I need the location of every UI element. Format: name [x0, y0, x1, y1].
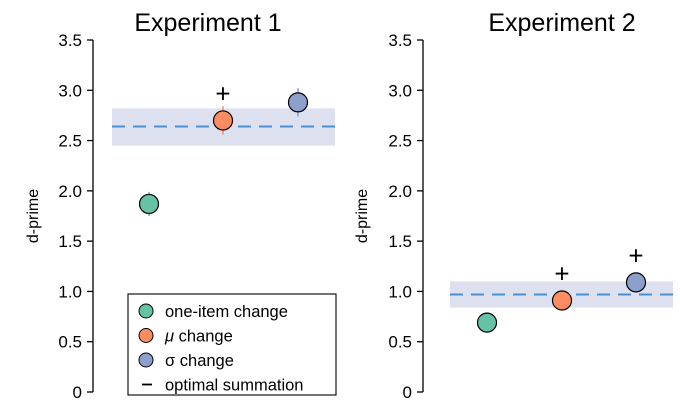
y-tick-label: 2.5: [388, 132, 412, 151]
data-point: [212, 110, 234, 131]
legend-label-symbol: σ: [165, 352, 175, 370]
legend-label-symbol: μ: [164, 328, 174, 346]
legend-box: [127, 293, 337, 396]
panel-experiment-2: Experiment 2 d-prime 0 0.5 1.0 1.5 2.0 2.5 3.0 3.…: [354, 9, 673, 402]
y-axis-label: d-prime: [354, 189, 371, 243]
significance-mark: +: [628, 240, 643, 270]
legend-marker: [138, 352, 154, 368]
y-tick-label: 3.0: [388, 81, 412, 100]
legend-label-text: change: [174, 328, 233, 346]
legend-label: μ change: [164, 328, 233, 346]
y-tick-label: 2.0: [388, 182, 412, 201]
legend-label: optimal summation: [165, 377, 303, 395]
legend-label: σ change: [165, 352, 234, 370]
chart-title: Experiment 1: [134, 9, 281, 37]
y-tick-label: 0: [403, 383, 412, 402]
legend-label-text: change: [175, 352, 234, 370]
significance-mark: +: [215, 78, 230, 108]
data-point: [625, 272, 647, 293]
y-axis-label: d-prime: [25, 189, 42, 243]
y-tick-label: 2.0: [58, 182, 82, 201]
panel-experiment-1: Experiment 1 d-prime 0 0.5 1.0 1.5 2.0 2.5 3.0 3.…: [25, 9, 335, 402]
y-tick-label: 2.5: [58, 132, 82, 151]
y-tick-label: 3.5: [58, 31, 82, 50]
legend-label: one-item change: [165, 303, 288, 321]
legend-marker: [138, 328, 154, 343]
y-tick-label: 1.0: [388, 282, 412, 301]
legend-label-text: one-item change: [165, 303, 288, 321]
data-point: [551, 290, 573, 311]
y-tick-label: 1.5: [388, 232, 412, 251]
y-tick-label: 0.5: [58, 333, 82, 352]
significance-mark: +: [554, 258, 569, 288]
legend-marker: [138, 303, 154, 319]
data-point: [287, 92, 309, 113]
y-tick-label: 1.5: [58, 232, 82, 251]
y-tick-label: 3.0: [58, 81, 82, 100]
y-tick-label: 1.0: [58, 282, 82, 301]
legend-label-text: optimal summation: [165, 377, 303, 395]
data-point: [138, 193, 160, 215]
chart-title: Experiment 2: [488, 9, 635, 37]
y-tick-label: 3.5: [388, 31, 412, 50]
y-tick-label: 0.5: [388, 333, 412, 352]
y-tick-label: 0: [73, 383, 82, 402]
data-point: [476, 312, 498, 333]
